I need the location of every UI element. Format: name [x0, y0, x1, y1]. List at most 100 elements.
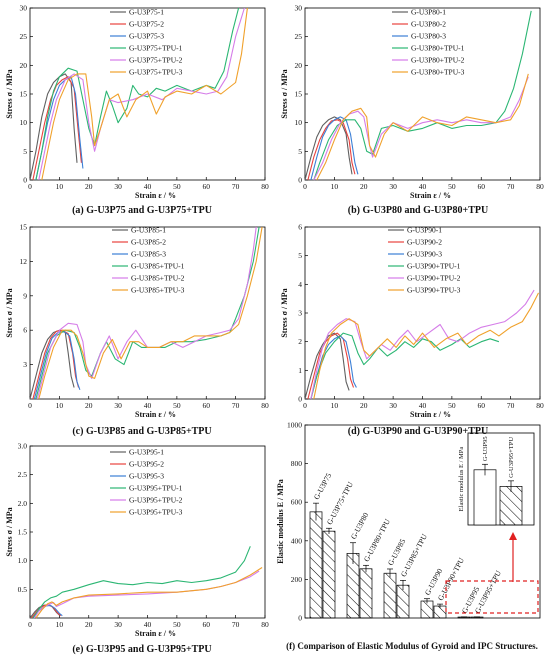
x-tick-label: 0 — [28, 182, 32, 191]
legend-label: G-U3P80+TPU-2 — [411, 56, 465, 65]
y-tick-label: 5 — [298, 147, 302, 156]
panel-e-chart: 0 10 20 30 40 50 60 70 80 0.5 1.0 1.5 2.0 2.5 3.0 Strai… — [5, 442, 269, 639]
x-tick-label: 0 — [28, 401, 32, 410]
y-tick-label: 30 — [295, 4, 303, 13]
series-line — [32, 546, 251, 619]
y-tick-label: 1.0 — [18, 556, 28, 565]
series-line — [33, 570, 260, 619]
x-tick-label: 40 — [419, 401, 427, 410]
x-tick-label: 10 — [56, 182, 64, 191]
inset-y-label: Elastic modulus E / MPa — [458, 447, 465, 512]
y-tick-label: 5 — [298, 251, 302, 260]
y-tick-label: 9 — [23, 291, 27, 300]
bar-label: G-U3P85+TPU — [399, 532, 429, 578]
y-tick-label: 2 — [298, 337, 302, 346]
y-tick-label: 2.0 — [18, 499, 28, 508]
panel-f-chart: 0 200 400 600 800 1000 Elastic modulus E / MPa… — [276, 421, 541, 623]
x-tick-label: 0 — [28, 620, 32, 629]
y-tick-label: 30 — [20, 4, 28, 13]
x-tick-label: 70 — [232, 620, 240, 629]
x-tick-label: 80 — [261, 182, 269, 191]
series-line — [29, 73, 78, 181]
bar — [322, 530, 336, 619]
x-tick-label: 30 — [114, 182, 122, 191]
series-line — [310, 116, 359, 181]
inset-bar-label: G-U3P95+TPU — [508, 437, 515, 478]
y-tick-label: 6 — [298, 223, 302, 232]
bar — [359, 568, 373, 619]
y-tick-label: 20 — [20, 61, 28, 70]
y-tick-label: 1000 — [287, 421, 302, 430]
x-tick-label: 60 — [203, 620, 211, 629]
series-line — [35, 567, 263, 619]
legend-label: G-U3P85+TPU-1 — [131, 262, 185, 271]
legend-label: G-U3P80+TPU-3 — [411, 68, 465, 77]
y-tick-label: 3 — [298, 309, 302, 318]
y-tick-label: 2.5 — [18, 470, 28, 479]
series-line — [304, 116, 353, 181]
y-tick-label: 200 — [291, 575, 303, 584]
x-tick-label: 40 — [144, 401, 152, 410]
x-tick-label: 80 — [536, 401, 544, 410]
y-axis-label: Stress σ / MPa — [280, 288, 289, 337]
x-tick-label: 10 — [331, 401, 339, 410]
legend-label: G-U3P95-1 — [129, 448, 164, 457]
bar — [309, 511, 323, 619]
y-tick-label: 12 — [20, 257, 28, 266]
x-tick-label: 30 — [114, 401, 122, 410]
legend-label: G-U3P80-2 — [411, 20, 446, 29]
series-line — [32, 76, 82, 181]
legend-label: G-U3P85-2 — [131, 238, 166, 247]
y-tick-label: 25 — [295, 32, 303, 41]
legend-label: G-U3P75-2 — [129, 20, 164, 29]
inset-bar — [499, 486, 523, 526]
bar-label: G-U3P80 — [349, 511, 371, 541]
x-axis-label: Strain ε / % — [410, 191, 451, 200]
y-tick-label: 400 — [291, 536, 303, 545]
y-tick-label: 3.0 — [18, 442, 28, 451]
panel-a-chart: 0 10 20 30 40 50 60 70 80 0 5 10 15 20 25 30 Strain ε / … — [5, 4, 269, 201]
y-tick-label: 800 — [291, 459, 303, 468]
y-axis-label: Stress σ / MPa — [280, 69, 289, 118]
x-tick-label: 30 — [389, 401, 397, 410]
legend-label: G-U3P90-2 — [407, 238, 442, 247]
series-line — [313, 292, 539, 400]
y-tick-label: 20 — [295, 61, 303, 70]
x-tick-label: 0 — [303, 182, 307, 191]
panel-c-title: (c) G-U3P85 and G-U3P85+TPU — [72, 426, 211, 437]
legend-label: G-U3P85+TPU-2 — [131, 274, 185, 283]
x-tick-label: 10 — [56, 620, 64, 629]
x-axis-label: Strain ε / % — [135, 410, 176, 419]
x-tick-label: 50 — [173, 401, 181, 410]
x-tick-label: 10 — [331, 182, 339, 191]
y-tick-label: 4 — [298, 280, 302, 289]
bar-label: G-U3P75 — [312, 471, 334, 501]
y-tick-label: 0.5 — [18, 585, 28, 594]
y-tick-label: 1.5 — [18, 528, 28, 537]
bar-label: G-U3P90+TPU — [436, 556, 466, 602]
legend-label: G-U3P95+TPU-2 — [129, 496, 183, 505]
x-tick-label: 60 — [203, 182, 211, 191]
legend-label: G-U3P75-3 — [129, 32, 164, 41]
series-line — [310, 335, 357, 400]
panel-d-chart: 0 10 20 30 40 50 60 70 80 0 1 2 3 4 5 6 Strain ε / % Stre… — [280, 223, 544, 420]
y-axis-label: Stress σ / MPa — [5, 288, 14, 337]
y-tick-label: 15 — [295, 90, 303, 99]
panel-f-title: (f) Comparison of Elastic Modulus of Gyr… — [286, 641, 538, 651]
x-tick-label: 20 — [360, 182, 368, 191]
legend-label: G-U3P85-1 — [131, 226, 166, 235]
y-tick-label: 15 — [20, 90, 28, 99]
legend-label: G-U3P90+TPU-2 — [407, 274, 461, 283]
x-tick-label: 30 — [389, 182, 397, 191]
legend-label: G-U3P80+TPU-1 — [411, 44, 465, 53]
x-tick-label: 70 — [507, 401, 515, 410]
y-tick-label: 0 — [298, 614, 302, 623]
legend-label: G-U3P95-2 — [129, 460, 164, 469]
legend-label: G-U3P85-3 — [131, 250, 166, 259]
series-line — [36, 226, 257, 400]
bar — [383, 572, 397, 619]
inset-bar-label: G-U3P95 — [482, 436, 489, 461]
y-tick-label: 1 — [298, 366, 302, 375]
x-tick-label: 20 — [85, 182, 93, 191]
